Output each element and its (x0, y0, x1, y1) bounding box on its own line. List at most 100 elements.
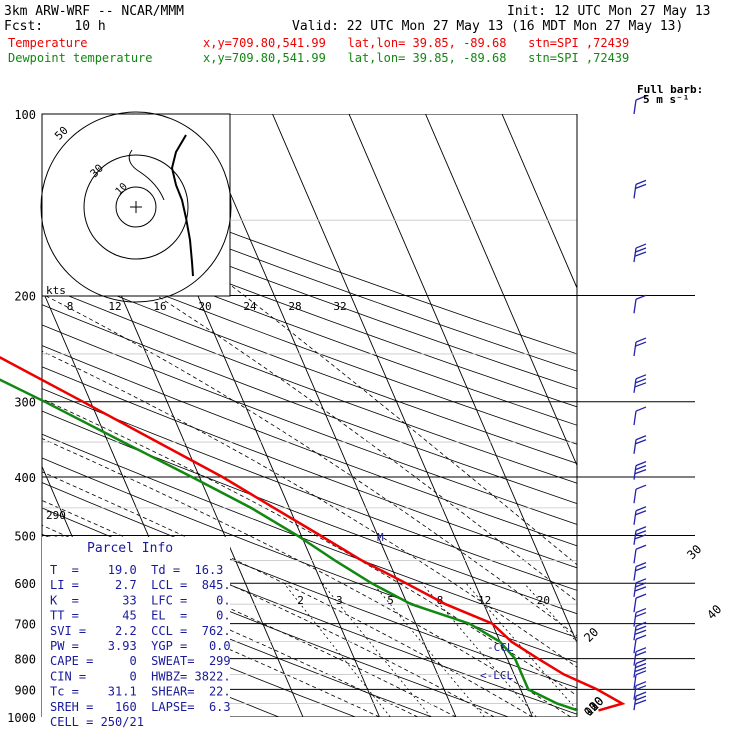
parcel-info-row: LI = 2.7 LCL = 845. (50, 578, 231, 592)
parcel-info-row: Tc = 31.1 SHEAR= 22. (50, 685, 231, 699)
pressure-tick-label: 600 (14, 577, 36, 591)
hodograph-speed-label: 32 (333, 300, 346, 313)
moist-adiabat (42, 350, 577, 668)
parcel-info-row: PW = 3.93 YGP = 0.0 (50, 639, 231, 653)
isotherm-label: 40 (704, 602, 724, 622)
isotherm-label: 30 (684, 542, 704, 562)
isotherm-line (655, 114, 740, 717)
parcel-info-row: CIN = 0 HWBZ= 3822. (50, 669, 231, 683)
wind-barb (633, 95, 647, 115)
hodograph-curve-stub (128, 149, 165, 201)
isotherm-line (501, 114, 577, 290)
pressure-tick-label: 700 (14, 618, 36, 632)
hodograph-inset: 50 30 10 (40, 111, 232, 303)
pressure-tick-label: 900 (14, 683, 36, 697)
valid-time: Valid: 22 UTC Mon 27 May 13 (16 MDT Mon … (292, 19, 683, 34)
wind-barb (633, 634, 647, 654)
parcel-info-row: TT = 45 EL = 0. (50, 609, 231, 623)
wind-barb (633, 406, 647, 426)
wind-barb (633, 337, 647, 357)
dewpoint-series-line (0, 378, 579, 712)
ccl-marker: -CCL (487, 641, 514, 654)
hodograph-ring-outer (40, 111, 232, 303)
isotherm-line (272, 114, 533, 717)
parcel-info-row: CAPE = 0 SWEAT= 299 (50, 654, 231, 668)
wind-barb (633, 561, 647, 581)
parcel-info-row: CELL = 250/21 (50, 715, 144, 729)
moist-adiabat (42, 471, 533, 717)
wind-barb (633, 526, 647, 545)
hodograph-ring-middle (83, 154, 189, 260)
init-time: Init: 12 UTC Mon 27 May 13 (507, 4, 711, 19)
pressure-tick-label: 1000 (7, 711, 36, 725)
wind-barb (633, 621, 647, 641)
wind-barb (633, 607, 647, 627)
wind-barb (633, 593, 647, 613)
forecast-hour: Fcst: 10 h (4, 19, 106, 34)
mixing-ratio-line (465, 582, 577, 711)
pressure-labels: 100 200 300 400 500 600 700 800 900 1000 (7, 108, 695, 725)
mixing-ratio-line (283, 582, 391, 717)
wind-barb-column (633, 95, 647, 711)
pressure-tick-label: 300 (14, 396, 36, 410)
mixing-ratio-labels: 2 3 5 8 12 20 (297, 594, 550, 607)
wind-barb (633, 658, 647, 678)
wind-barb (633, 374, 647, 393)
mixing-ratio-label: 2 (297, 594, 304, 607)
mixing-ratio-label: 5 (387, 594, 394, 607)
moist-adiabat (42, 225, 577, 603)
hodograph-speed-label: 24 (243, 300, 257, 313)
parcel-info-frame (42, 537, 230, 717)
parcel-info-box: Parcel Info T = 19.0 Td = 16.3LI = 2.7 L… (42, 537, 231, 729)
mixed-layer-marker: M (377, 531, 384, 544)
theta-label: 290 (46, 509, 66, 522)
hodograph-kts-label: kts (46, 284, 66, 297)
hodograph-trace (170, 134, 194, 277)
wind-barb (633, 670, 647, 689)
mixing-ratio-label: 3 (336, 594, 343, 607)
barb-caption-line1: Full barb: (637, 83, 703, 96)
pressure-tick-label: 100 (14, 108, 36, 122)
wind-barb (633, 461, 647, 480)
mixing-ratio-label: 12 (478, 594, 491, 607)
parcel-info-row: T = 19.0 Td = 16.3 (50, 563, 223, 577)
dewpoint-legend-label: Dewpoint temperature (8, 51, 153, 65)
model-title: 3km ARW-WRF -- NCAR/MMM (4, 4, 184, 19)
parcel-info-rows: T = 19.0 Td = 16.3LI = 2.7 LCL = 845.K =… (50, 563, 231, 729)
isotherm-label: 20 (581, 625, 601, 645)
wind-barb (633, 435, 647, 454)
wind-barb (633, 691, 647, 711)
wind-barb (633, 243, 647, 263)
isotherm-line (348, 114, 577, 644)
temperature-series-line (0, 356, 626, 712)
hodograph-speed-label: 8 (67, 300, 74, 313)
pressure-tick-label: 800 (14, 653, 36, 667)
temperature-legend-info: x,y=709.80,541.99 lat,lon= 39.85, -89.68… (203, 36, 629, 50)
isotherm-line (425, 114, 577, 467)
parcel-info-row: SREH = 160 LAPSE= 6.3 (50, 700, 231, 714)
dewpoint-legend-info: x,y=709.80,541.99 lat,lon= 39.85, -89.68… (203, 51, 629, 65)
wind-barb (633, 484, 647, 504)
hodograph-ring-inner (115, 186, 157, 228)
hodograph-speed-labels: 8 12 16 20 24 28 32 (67, 300, 347, 313)
pressure-tick-label: 500 (14, 529, 36, 543)
temperature-legend-label: Temperature (8, 36, 87, 50)
isotherm-lines (42, 114, 740, 717)
parcel-info-row: K = 33 LFC = 0. (50, 593, 231, 607)
wind-barb (633, 544, 647, 564)
parcel-info-row: SVI = 2.2 CCL = 762. (50, 624, 231, 638)
pressure-tick-label: 200 (14, 290, 36, 304)
wind-barb (633, 681, 647, 700)
hodograph-speed-label: 16 (153, 300, 166, 313)
lcl-marker: <-LCL (480, 669, 513, 682)
mixing-ratio-label: 20 (537, 594, 550, 607)
moist-adiabat (42, 398, 577, 697)
wind-barb (633, 647, 647, 666)
parcel-info-title: Parcel Info (87, 541, 173, 556)
hodograph-speed-label: 28 (288, 300, 301, 313)
wind-barb (633, 294, 647, 314)
wind-barb (633, 506, 647, 525)
hodograph-speed-label: 20 (198, 300, 211, 313)
moist-adiabat (143, 219, 577, 566)
moist-adiabat (42, 438, 572, 717)
